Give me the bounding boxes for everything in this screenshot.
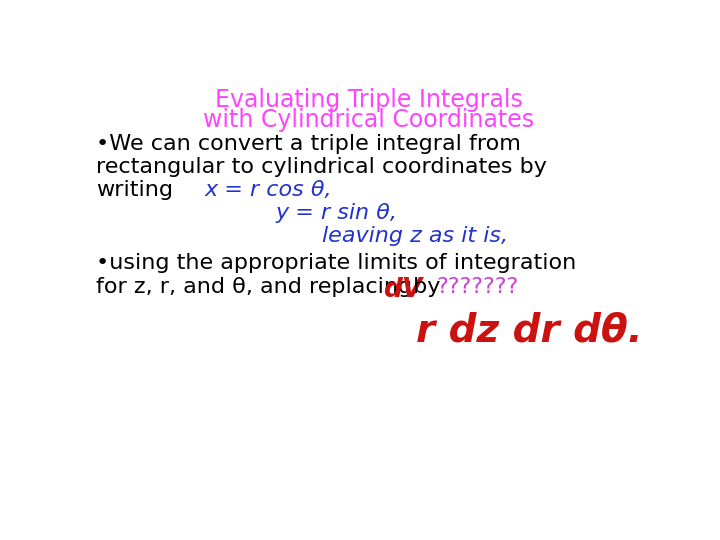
Text: ???????: ??????? [436,276,518,296]
Text: leaving z as it is,: leaving z as it is, [323,226,508,246]
Text: with Cylindrical Coordinates: with Cylindrical Coordinates [204,108,534,132]
Text: for z, r, and θ, and replacing: for z, r, and θ, and replacing [96,276,413,296]
Text: x = r cos θ,: x = r cos θ, [204,180,333,200]
Text: writing: writing [96,180,174,200]
Text: y = r sin θ,: y = r sin θ, [276,204,398,224]
Text: dV: dV [383,276,422,302]
Text: by: by [406,276,441,296]
Text: •using the appropriate limits of integration: •using the appropriate limits of integra… [96,253,577,273]
Text: r dz dr dθ.: r dz dr dθ. [415,311,642,349]
Text: rectangular to cylindrical coordinates by: rectangular to cylindrical coordinates b… [96,157,547,177]
Text: Evaluating Triple Integrals: Evaluating Triple Integrals [215,88,523,112]
Text: •We can convert a triple integral from: •We can convert a triple integral from [96,134,521,154]
